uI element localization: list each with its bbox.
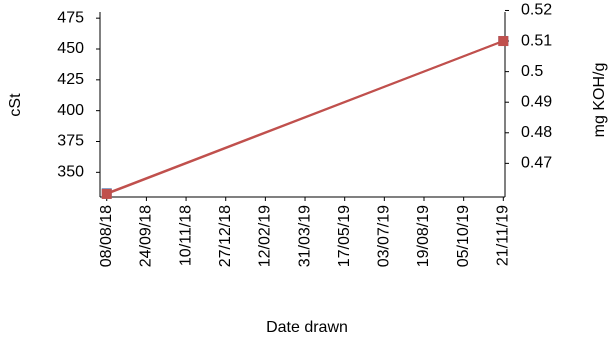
- x-tick-label: 19/08/19: [415, 205, 432, 267]
- y-tick-label: 350: [57, 164, 84, 181]
- y-tick-label: 400: [57, 102, 84, 119]
- x-tick-label: 08/08/18: [98, 205, 115, 267]
- x-tick-label: 10/11/18: [177, 205, 194, 266]
- marker: [498, 36, 509, 47]
- y2-axis-title: mg KOH/g: [591, 63, 608, 138]
- y-axis-title: cSt: [7, 93, 24, 117]
- marker: [101, 188, 112, 199]
- y2-tick-label: 0.49: [521, 93, 552, 110]
- y-tick-label: 475: [57, 9, 84, 26]
- x-axis-title: Date drawn: [266, 319, 348, 336]
- series-line: [106, 40, 504, 195]
- x-tick-label: 12/02/19: [257, 205, 274, 267]
- x-tick-label: 27/12/18: [217, 205, 234, 267]
- y2-tick-label: 0.52: [521, 2, 552, 19]
- y2-tick-label: 0.48: [521, 124, 552, 141]
- x-tick-label: 21/11/19: [495, 205, 512, 266]
- y2-tick-label: 0.47: [521, 155, 552, 172]
- y-tick-label: 450: [57, 40, 84, 57]
- y2-tick-label: 0.51: [521, 32, 552, 49]
- x-tick-label: 31/03/19: [296, 205, 313, 267]
- y-tick-label: 375: [57, 133, 84, 150]
- x-tick-label: 05/10/19: [455, 205, 472, 267]
- y-tick-label: 425: [57, 71, 84, 88]
- x-tick-label: 24/09/18: [138, 205, 155, 267]
- x-tick-label: 03/07/19: [376, 205, 393, 267]
- y2-tick-label: 0.5: [521, 63, 543, 80]
- x-tick-label: 17/05/19: [336, 205, 353, 267]
